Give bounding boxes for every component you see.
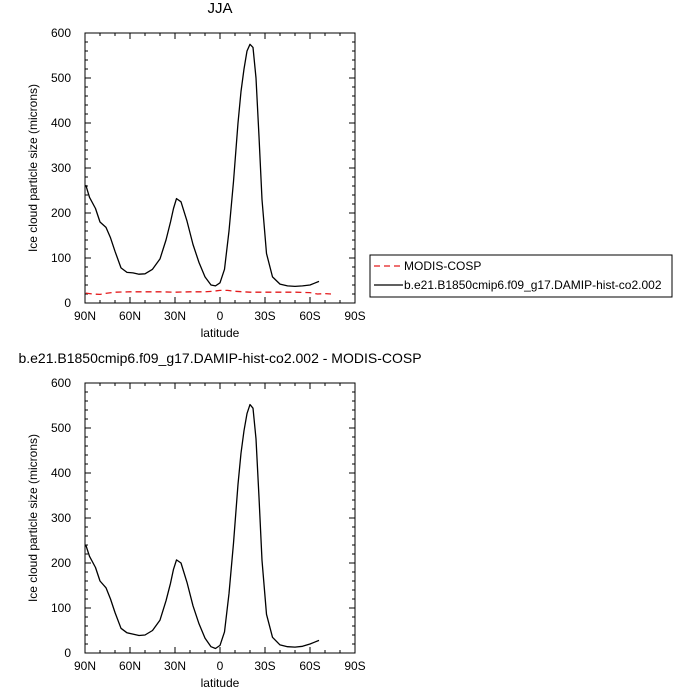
chart-title: b.e21.B1850cmip6.f09_g17.DAMIP-hist-co2.… (18, 350, 421, 366)
y-tick-label: 0 (64, 296, 71, 310)
series-line-1 (85, 403, 320, 650)
x-tick-label: 60S (299, 309, 320, 323)
x-tick-label: 30N (164, 659, 186, 673)
legend: MODIS-COSP b.e21.B1850cmip6.f09_g17.DAMIP… (369, 254, 673, 298)
y-tick-label: 400 (51, 466, 71, 480)
y-tick-label: 0 (64, 646, 71, 660)
legend-label: MODIS-COSP (404, 259, 481, 273)
y-axis-label: Ice cloud particle size (microns) (26, 84, 40, 252)
y-tick-label: 100 (51, 251, 71, 265)
x-tick-label: 90S (344, 309, 365, 323)
y-tick-label: 600 (51, 26, 71, 40)
x-tick-label: 0 (217, 659, 224, 673)
y-tick-label: 600 (51, 376, 71, 390)
y-tick-label: 200 (51, 206, 71, 220)
x-tick-label: 60S (299, 659, 320, 673)
x-tick-label: 0 (217, 309, 224, 323)
plot-frame (84, 32, 356, 304)
x-axis-label: latitude (201, 326, 240, 340)
y-axis-label: Ice cloud particle size (microns) (26, 434, 40, 602)
x-tick-label: 30N (164, 309, 186, 323)
x-tick-label: 90S (344, 659, 365, 673)
x-tick-label: 60N (119, 309, 141, 323)
x-tick-label: 60N (119, 659, 141, 673)
y-tick-label: 200 (51, 556, 71, 570)
chart-panel-2: b.e21.B1850cmip6.f09_g17.DAMIP-hist-co2.… (18, 350, 421, 690)
series-line-1 (85, 289, 332, 296)
y-tick-label: 300 (51, 511, 71, 525)
x-tick-label: 90N (74, 309, 96, 323)
x-tick-label: 30S (254, 309, 275, 323)
x-axis-label: latitude (201, 676, 240, 690)
series-line-2 (85, 43, 320, 288)
x-tick-label: 90N (74, 659, 96, 673)
y-tick-label: 100 (51, 601, 71, 615)
y-tick-label: 300 (51, 161, 71, 175)
y-tick-label: 500 (51, 421, 71, 435)
chart-panel-1: JJA 90N 60N 30N 0 30S 60S 90S 0 100 200 300 400 500 60… (26, 0, 673, 340)
x-tick-label: 30S (254, 659, 275, 673)
y-tick-label: 500 (51, 71, 71, 85)
plot-frame (84, 382, 356, 654)
legend-box (369, 254, 673, 298)
y-tick-label: 400 (51, 116, 71, 130)
chart-title: JJA (207, 0, 232, 17)
legend-label: b.e21.B1850cmip6.f09_g17.DAMIP-hist-co2.… (404, 278, 662, 292)
